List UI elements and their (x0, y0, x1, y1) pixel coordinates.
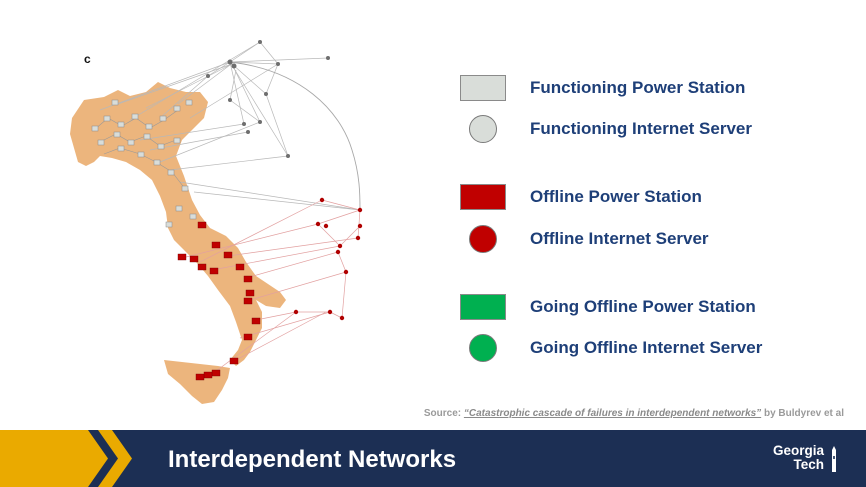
slide-title: Interdependent Networks (168, 446, 457, 473)
italy-mainland (70, 82, 286, 366)
legend-label: Going Offline Power Station (530, 297, 756, 316)
source-prefix: Source: (423, 408, 464, 419)
legend-label: Functioning Power Station (530, 78, 746, 97)
chevron-arrow-icon (0, 430, 132, 487)
logo-line-1: Georgia (772, 443, 824, 458)
source-suffix: by Buldyrev et al (761, 408, 844, 419)
legend-label: Offline Power Station (530, 187, 702, 206)
offline-internet-server-icon (469, 225, 497, 253)
going-offline-internet-server-icon (469, 334, 497, 362)
functioning-links (99, 41, 361, 211)
legend-label: Functioning Internet Server (530, 119, 752, 138)
source-citation: Source: “Catastrophic cascade of failure… (424, 408, 844, 419)
offline-power-stations (177, 221, 261, 381)
offline-internet-servers (293, 197, 363, 321)
legend-offline-power-station: Offline Power Station (460, 182, 702, 212)
functioning-power-station-icon (460, 75, 506, 101)
georgia-tech-logo: Georgia Tech (772, 443, 836, 472)
legend-label: Offline Internet Server (530, 229, 709, 248)
functioning-power-stations (91, 99, 197, 228)
sicily (164, 360, 230, 404)
legend-functioning-power-station: Functioning Power Station (460, 73, 745, 103)
backbone-curve (229, 61, 361, 211)
panel-label: c (84, 52, 91, 66)
legend-functioning-internet-server: Functioning Internet Server (460, 114, 752, 144)
tech-tower-icon (832, 446, 836, 472)
network-map (70, 40, 363, 404)
offline-links (181, 199, 361, 375)
functioning-internet-servers (206, 40, 330, 158)
legend-label: Going Offline Internet Server (530, 338, 763, 357)
footer-bar: Interdependent Networks Georgia Tech (0, 430, 866, 487)
legend-going-offline-power-station: Going Offline Power Station (460, 292, 756, 322)
legend-offline-internet-server: Offline Internet Server (460, 224, 709, 254)
offline-power-station-icon (460, 184, 506, 210)
legend-going-offline-internet-server: Going Offline Internet Server (460, 333, 762, 363)
logo-line-2: Tech (793, 457, 824, 472)
source-link[interactable]: “Catastrophic cascade of failures in int… (463, 408, 762, 419)
functioning-internet-server-icon (469, 115, 497, 143)
going-offline-power-station-icon (460, 294, 506, 320)
